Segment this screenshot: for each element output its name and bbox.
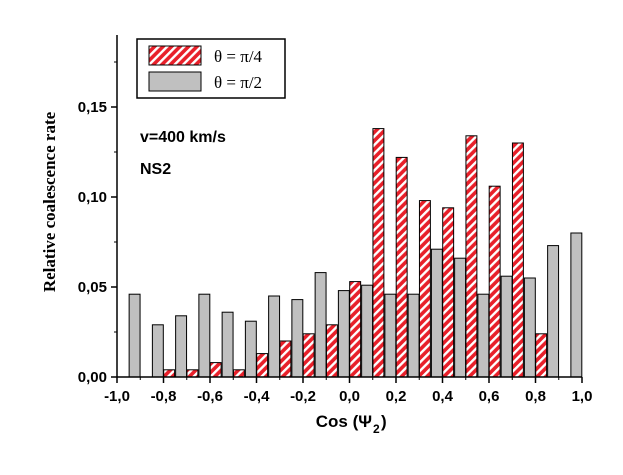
bar-pi4-3 bbox=[186, 369, 199, 378]
y-tick-label: 0,15 bbox=[78, 99, 107, 116]
bar-pi4-16 bbox=[488, 185, 501, 378]
bar-pi2-16 bbox=[500, 275, 513, 378]
bar-pi2-19 bbox=[570, 232, 583, 378]
bar-pi4-5 bbox=[232, 369, 245, 378]
y-tick-label: 0,10 bbox=[78, 189, 107, 206]
x-tick-label: 0,6 bbox=[479, 388, 500, 405]
bar-pi2-7 bbox=[291, 299, 304, 378]
x-tick-label: -1,0 bbox=[104, 388, 130, 405]
bar-pi4-7 bbox=[279, 340, 292, 378]
bar-pi4-14 bbox=[442, 207, 455, 378]
bar-pi2-14 bbox=[454, 257, 467, 378]
axes: -1,0 -0,8 -0,6 -0,4 -0,2 0,0 0,2 0,4 0,6 0,8 1,0 0,… bbox=[78, 35, 593, 405]
bar-pi2-1 bbox=[151, 324, 164, 378]
legend: θ = π/4 θ = π/2 bbox=[136, 38, 286, 99]
bar-pi2-5 bbox=[244, 320, 257, 378]
legend-swatch-pi4 bbox=[148, 45, 202, 66]
x-tick-label: 1,0 bbox=[572, 388, 593, 405]
bars bbox=[128, 128, 583, 378]
bar-pi4-12 bbox=[395, 156, 408, 378]
bar-pi2-18 bbox=[547, 245, 560, 378]
legend-label-pi4: θ = π/4 bbox=[214, 47, 263, 66]
x-axis-title-subscript: 2 bbox=[373, 422, 380, 436]
x-tick-label: -0,4 bbox=[244, 388, 271, 405]
bar-pi2-13 bbox=[430, 248, 443, 378]
y-tick-label: 0,00 bbox=[78, 369, 107, 386]
bar-pi2-0 bbox=[128, 293, 141, 378]
bar-pi4-4 bbox=[209, 362, 222, 378]
bar-pi2-4 bbox=[221, 311, 234, 378]
bar-pi4-15 bbox=[465, 135, 478, 378]
bar-pi2-2 bbox=[175, 315, 188, 378]
bar-pi4-17 bbox=[511, 142, 524, 378]
bar-pi2-8 bbox=[314, 272, 327, 378]
bar-pi4-9 bbox=[325, 324, 338, 378]
bar-pi4-6 bbox=[256, 353, 269, 378]
x-tick-label: 0,8 bbox=[525, 388, 546, 405]
annotation-ns2: NS2 bbox=[140, 161, 171, 178]
bar-pi2-3 bbox=[198, 293, 211, 378]
x-tick-label: 0,4 bbox=[432, 388, 454, 405]
bar-pi2-6 bbox=[268, 295, 281, 378]
x-tick-label: 0,2 bbox=[386, 388, 407, 405]
x-axis-title-end: ) bbox=[381, 412, 387, 431]
bar-pi2-17 bbox=[523, 277, 536, 378]
x-tick-label: -0,2 bbox=[290, 388, 316, 405]
bar-pi4-8 bbox=[302, 333, 315, 378]
annotation-velocity: v=400 km/s bbox=[140, 129, 226, 146]
bar-pi2-12 bbox=[407, 293, 420, 378]
y-axis-title: Relative coalescence rate bbox=[40, 111, 59, 292]
legend-swatch-pi2 bbox=[148, 71, 202, 92]
bar-pi4-18 bbox=[535, 333, 548, 378]
x-axis-title: Cos (Ψ bbox=[316, 412, 372, 431]
bar-pi4-13 bbox=[418, 200, 431, 378]
x-tick-label: -0,8 bbox=[151, 388, 177, 405]
bar-pi2-10 bbox=[361, 284, 374, 378]
x-tick-label: 0,0 bbox=[339, 388, 360, 405]
bar-pi2-9 bbox=[337, 290, 350, 378]
bar-pi4-10 bbox=[349, 281, 362, 378]
y-tick-label: 0,05 bbox=[78, 279, 107, 296]
bar-pi4-11 bbox=[372, 128, 385, 378]
x-tick-label: -0,6 bbox=[197, 388, 223, 405]
bar-pi2-15 bbox=[477, 293, 490, 378]
bar-pi2-11 bbox=[384, 293, 397, 378]
legend-label-pi2: θ = π/2 bbox=[214, 73, 262, 92]
bar-pi4-2 bbox=[163, 369, 176, 378]
